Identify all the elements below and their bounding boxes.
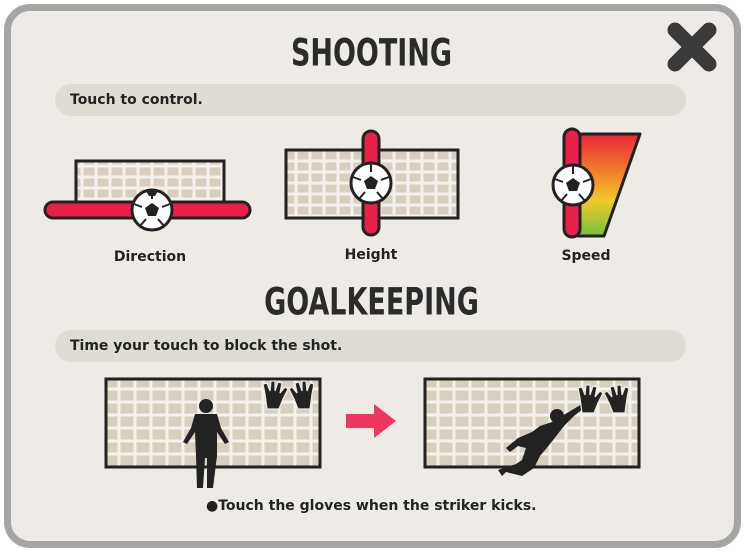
- goalkeeping-title: GOALKEEPING: [264, 280, 479, 325]
- goalkeeping-note: ●Touch the gloves when the striker kicks…: [206, 498, 537, 514]
- arrow-right-icon: [346, 404, 396, 438]
- shooting-instruction: Touch to control.: [55, 84, 686, 116]
- goalkeeping-note-text: Touch the gloves when the striker kicks.: [218, 498, 537, 514]
- goalkeeper-ready-illustration: [104, 377, 322, 488]
- glove-icon: [262, 380, 315, 410]
- close-icon[interactable]: [663, 18, 723, 78]
- bullet-icon: ●: [206, 498, 219, 514]
- shooting-title: SHOOTING: [290, 31, 453, 76]
- goalkeeping-instruction: Time your touch to block the shot.: [55, 330, 686, 362]
- direction-label: Direction: [113, 249, 187, 265]
- goalkeeper-diving-illustration: [423, 377, 641, 476]
- height-gauge-icon: [284, 129, 460, 237]
- direction-gauge-icon: [43, 159, 252, 232]
- speed-label: Speed: [561, 248, 611, 264]
- height-label: Height: [344, 247, 398, 263]
- speed-gauge-icon: [551, 127, 642, 239]
